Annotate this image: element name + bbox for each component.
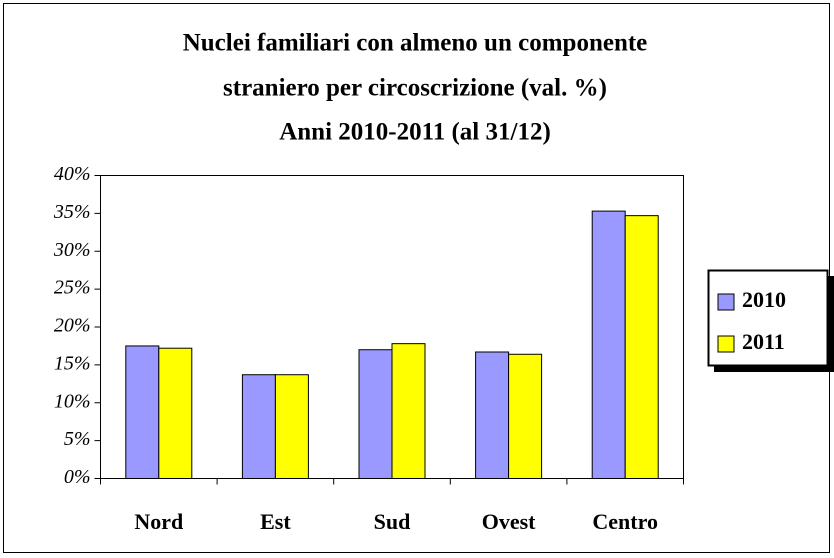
y-tick-label: 20%: [54, 315, 91, 337]
y-tick-label: 10%: [54, 390, 91, 412]
y-tick-label: 35%: [53, 201, 91, 223]
bar: [125, 345, 160, 479]
y-tick-label: 0%: [64, 466, 91, 488]
y-tick-label: 30%: [53, 239, 91, 261]
x-tick-label: Sud: [374, 509, 411, 534]
x-tick-label: Centro: [592, 509, 658, 534]
y-tick-label: 40%: [54, 163, 91, 185]
legend-swatch: [717, 293, 735, 311]
bar: [475, 351, 510, 479]
bar: [391, 343, 426, 480]
chart-title: Anni 2010-2011 (al 31/12): [279, 119, 551, 146]
bar: [274, 374, 309, 479]
legend-label: 2010: [742, 287, 786, 312]
chart-title: Nuclei familiari con almeno un component…: [183, 30, 648, 57]
x-tick-label: Nord: [134, 509, 183, 534]
bar: [508, 353, 543, 479]
bar: [241, 374, 276, 479]
y-tick-label: 15%: [54, 352, 91, 374]
legend-label: 2011: [742, 329, 785, 354]
bar: [158, 347, 193, 479]
y-tick-label: 25%: [54, 277, 91, 299]
y-tick-label: 5%: [64, 428, 91, 450]
x-tick-label: Ovest: [482, 509, 536, 534]
bar: [358, 349, 393, 479]
bar: [624, 215, 659, 480]
x-tick-label: Est: [260, 509, 291, 534]
bar: [591, 210, 626, 479]
legend-swatch: [717, 335, 735, 353]
chart-title: straniero per circoscrizione (val. %): [223, 75, 607, 102]
